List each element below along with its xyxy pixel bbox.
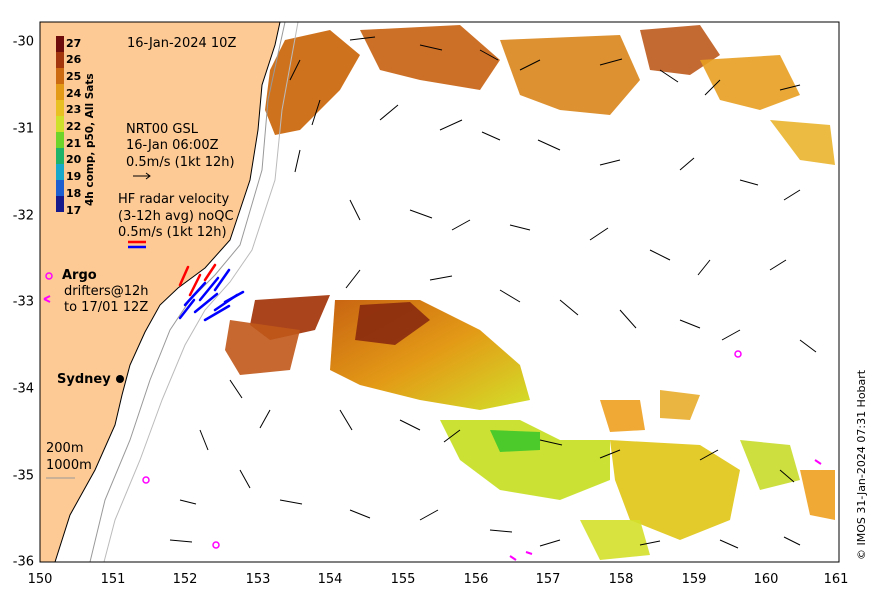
y-tick-label: -34 <box>12 381 34 397</box>
colorbar-tick: 17 <box>66 204 82 217</box>
colorbar-tick: 23 <box>66 103 82 116</box>
colorbar-tick: 18 <box>66 187 82 200</box>
sydney-marker <box>116 375 124 383</box>
drifters-legend-line1: drifters@12h <box>64 284 149 299</box>
hf-legend-line2: (3-12h avg) noQC <box>118 209 234 224</box>
hf-legend-line3: 0.5m/s (1kt 12h) <box>118 225 227 240</box>
y-tick-label: -32 <box>12 208 34 224</box>
model-legend-line3: 0.5m/s (1kt 12h) <box>126 155 235 170</box>
y-tick-label: -35 <box>12 468 34 484</box>
y-tick-label: -31 <box>12 121 34 137</box>
x-tick-label: 155 <box>390 572 416 587</box>
x-tick-label: 152 <box>172 572 198 587</box>
colorbar-title: 4h comp, p50, All Sats <box>84 73 96 206</box>
drifter-legend-symbol <box>43 295 51 303</box>
isobath-200m-label: 200m <box>46 441 84 456</box>
x-tick-label: 156 <box>463 572 489 587</box>
drifters-legend-line2: to 17/01 12Z <box>64 300 149 315</box>
drifter-tracks <box>509 459 822 561</box>
sydney-label: Sydney <box>57 372 111 387</box>
argo-legend-symbol <box>45 272 53 280</box>
map-title: 16-Jan-2024 10Z <box>127 36 237 51</box>
isobath-1000m <box>103 22 299 562</box>
argo-legend-label: Argo <box>62 268 97 283</box>
colorbar-tick: 20 <box>66 153 82 166</box>
plot-frame <box>39 21 840 563</box>
x-tick-label: 154 <box>317 572 343 587</box>
x-tick-label: 157 <box>535 572 561 587</box>
y-tick-label: -30 <box>12 34 34 50</box>
x-tick-label: 150 <box>27 572 53 587</box>
current-vectors <box>169 36 817 549</box>
x-tick-label: 153 <box>245 572 271 587</box>
colorbar-tick: 24 <box>66 87 82 100</box>
y-tick-label: -36 <box>12 554 34 570</box>
x-tick-label: 159 <box>681 572 707 587</box>
colorbar-tick: 25 <box>66 70 82 83</box>
y-tick-label: -33 <box>12 294 34 310</box>
land-mass <box>40 22 281 562</box>
model-legend-line1: NRT00 GSL <box>126 122 198 137</box>
x-tick-label: 160 <box>753 572 779 587</box>
x-tick-label: 151 <box>100 572 126 587</box>
colorbar-tick: 27 <box>66 37 82 50</box>
sst-field <box>225 25 835 560</box>
colorbar-tick: 26 <box>66 53 82 66</box>
argo-floats <box>142 350 742 549</box>
hf-radar-vectors <box>178 263 245 322</box>
colorbar-tick: 22 <box>66 120 82 133</box>
x-tick-label: 161 <box>823 572 849 587</box>
colorbar-tick: 21 <box>66 137 82 150</box>
isobath-1000m-label: 1000m <box>46 458 92 473</box>
model-legend-arrow <box>133 172 151 180</box>
x-tick-label: 158 <box>608 572 634 587</box>
colorbar <box>56 36 64 212</box>
model-legend-line2: 16-Jan 06:00Z <box>126 138 219 153</box>
hf-legend-line1: HF radar velocity <box>118 192 230 207</box>
copyright-notice: © IMOS 31-Jan-2024 07:31 Hobart <box>855 369 868 560</box>
colorbar-tick: 19 <box>66 170 82 183</box>
